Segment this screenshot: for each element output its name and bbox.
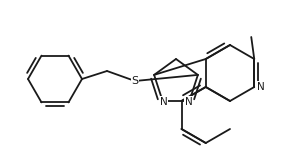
Text: N: N <box>160 97 167 107</box>
Text: S: S <box>131 76 139 86</box>
Text: N: N <box>185 97 192 107</box>
Text: N: N <box>257 82 265 92</box>
